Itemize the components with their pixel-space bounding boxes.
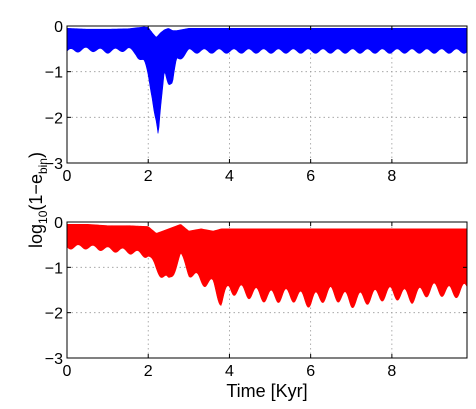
bottom-panel: 0 2 4 6 8 0 −1 −2 −3 Time [Kyr] xyxy=(45,215,468,401)
x-tick-label: 0 xyxy=(63,363,72,380)
x-tick-label: 2 xyxy=(144,168,153,185)
x-tick-label: 6 xyxy=(306,363,315,380)
plot-frame-bottom xyxy=(66,221,468,359)
x-tick-label: 0 xyxy=(63,168,72,185)
y-label-close: ) xyxy=(26,152,46,158)
x-tick-label: 8 xyxy=(387,168,396,185)
y-tick-label: −2 xyxy=(45,110,63,127)
x-tick-label: 8 xyxy=(387,363,396,380)
x-tick-label: 2 xyxy=(144,363,153,380)
y-tick-label: −1 xyxy=(45,65,63,82)
series-band-bottom xyxy=(67,223,467,309)
series-area-top xyxy=(67,26,467,134)
y-tick-label: −2 xyxy=(45,306,63,323)
top-panel: 0 2 4 6 8 0 −1 −2 −3 xyxy=(45,19,468,185)
y-label-sub10: 10 xyxy=(36,210,50,224)
y-tick-label: −1 xyxy=(45,260,63,277)
x-tick-label: 4 xyxy=(225,363,234,380)
series-band-top xyxy=(67,26,467,134)
series-area-bottom xyxy=(67,223,467,309)
y-axis-label: log10(1−ebin) xyxy=(26,152,50,248)
y-tick-label: 0 xyxy=(54,19,63,36)
y-label-log: log xyxy=(26,224,46,248)
x-tick-label: 4 xyxy=(225,168,234,185)
x-axis-label: Time [Kyr] xyxy=(226,381,307,401)
plot-frame-top xyxy=(66,25,468,164)
y-label-paren: (1−e xyxy=(26,174,46,211)
y-tick-label: 0 xyxy=(54,215,63,232)
y-tick-label: −3 xyxy=(45,156,63,173)
x-tick-label: 6 xyxy=(306,168,315,185)
y-tick-label: −3 xyxy=(45,351,63,368)
y-label-subbin: bin xyxy=(36,158,50,174)
